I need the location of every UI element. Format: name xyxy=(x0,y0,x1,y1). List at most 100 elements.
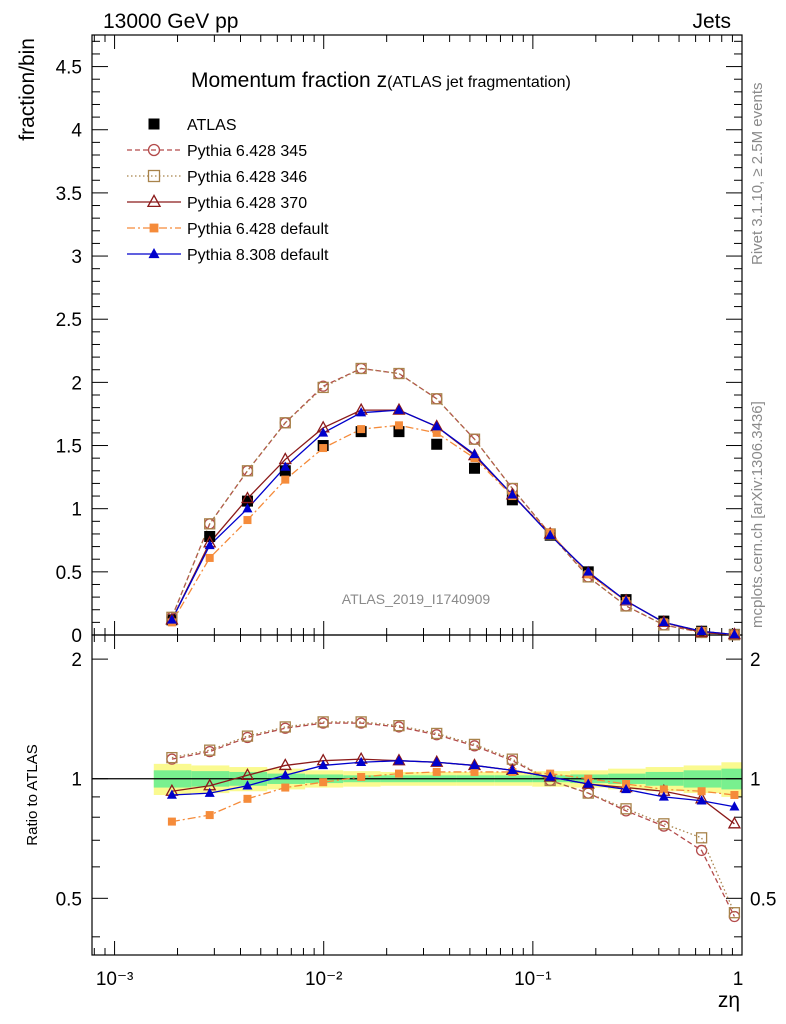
pythia-8-default-point xyxy=(658,791,669,801)
ratio-y-axis-label: Ratio to ATLAS xyxy=(24,744,41,845)
ratio-series-line xyxy=(171,722,736,917)
pythia-346-point xyxy=(279,417,291,429)
header-right: Jets xyxy=(692,10,731,33)
pythia-370-point xyxy=(240,767,255,780)
legend-label: Pythia 6.428 346 xyxy=(187,169,307,186)
y-tick-label: 4.5 xyxy=(56,58,82,79)
pythia-346-point xyxy=(241,730,254,742)
pythia-345-point xyxy=(147,143,161,157)
pythia-6-default-point xyxy=(394,769,403,778)
atlas-point xyxy=(393,426,405,438)
pythia-8-default-point xyxy=(393,755,404,765)
pythia-8-default-point xyxy=(318,759,329,770)
pythia-6-default-point xyxy=(205,553,214,562)
ratio-tick-label-left: 2 xyxy=(71,650,82,671)
pythia-8-default-point xyxy=(696,795,707,805)
pythia-8-default-point xyxy=(507,489,518,499)
y-tick-label: 0 xyxy=(71,626,82,647)
x-tick-label: 10⁻¹ xyxy=(514,969,552,990)
series-line xyxy=(171,367,735,636)
pythia-8-default-point xyxy=(621,595,632,605)
pythia-6-default-point xyxy=(357,425,366,434)
pythia-8-default-point xyxy=(148,247,160,259)
pythia-6-default-point xyxy=(470,454,479,463)
pythia-6-default-point xyxy=(470,767,479,776)
pythia-346-point xyxy=(695,832,708,844)
ratio-tick-label-right: 1 xyxy=(750,770,761,791)
pythia-346-point xyxy=(620,803,632,815)
pythia-8-default-point xyxy=(166,789,177,799)
y-tick-label: 1 xyxy=(71,500,82,521)
atlas-point xyxy=(431,438,443,450)
series-line xyxy=(171,409,735,636)
pythia-6-default-point xyxy=(319,778,328,787)
legend: ATLAS Pythia 6.428 345 Pythia 6.428 346 Pyt… xyxy=(127,117,329,264)
pythia-370-point xyxy=(392,753,406,766)
axes-frame xyxy=(91,34,743,956)
ratio-panel-frame xyxy=(91,634,743,956)
chart-title-main: Momentum fraction z xyxy=(191,69,387,92)
legend-label: Pythia 6.428 345 xyxy=(187,143,307,160)
pythia-6-default-point xyxy=(281,475,290,484)
pythia-6-default-point xyxy=(319,444,328,453)
pythia-6-default-point xyxy=(357,772,366,781)
pythia-8-default-point xyxy=(583,778,594,788)
pythia-6-default-point xyxy=(730,790,739,799)
atlas-point xyxy=(241,495,253,507)
tick-labels: 10⁻³ 10⁻² 10⁻¹ 1 0 0.5 1 1.5 2 2.5 3 3.5 4 4.5 0.5 0.5 1… xyxy=(56,58,777,990)
analysis-watermark: ATLAS_2019_I1740909 xyxy=(342,591,491,607)
pythia-6-default-point xyxy=(243,516,252,525)
pythia-370-point xyxy=(430,754,444,767)
pythia-8-default-point xyxy=(431,756,442,767)
pythia-8-default-point xyxy=(431,421,442,431)
y-axis-label: fraction/bin xyxy=(16,38,39,141)
pythia-346-point xyxy=(317,716,329,728)
pythia-8-default-point xyxy=(280,461,291,471)
pythia-346-point xyxy=(431,393,443,405)
atlas-point xyxy=(279,465,291,477)
ratio-series-line xyxy=(171,771,735,823)
pythia-346-point xyxy=(393,367,405,380)
pythia-346-point xyxy=(658,818,670,830)
chart-title: Momentum fraction z(ATLAS jet fragmentat… xyxy=(191,69,571,92)
pythia-8-default-point xyxy=(393,404,404,414)
pythia-346-point xyxy=(204,518,216,530)
pythia-6-default-point xyxy=(659,785,668,794)
pythia-346-point xyxy=(204,744,216,756)
pythia-346-point xyxy=(241,465,254,477)
main-series xyxy=(165,362,742,641)
y-tick-label: 3 xyxy=(71,247,82,268)
pythia-346-point xyxy=(393,720,405,732)
x-tick-label: 1 xyxy=(733,969,744,990)
y-tick-label: 3.5 xyxy=(56,184,82,205)
pythia-8-default-point xyxy=(356,407,367,417)
pythia-6-default-point xyxy=(205,811,214,820)
pythia-345-point xyxy=(241,465,254,477)
pythia-8-default-point xyxy=(621,783,632,794)
pythia-8-default-point xyxy=(545,529,556,539)
pythia-8-default-point xyxy=(318,427,329,437)
ratio-tick-label-left: 1 xyxy=(71,770,82,791)
pythia-8-default-point xyxy=(729,628,740,639)
atlas-point xyxy=(148,118,160,130)
pythia-6-default-point xyxy=(432,428,441,437)
x-tick-label: 10⁻² xyxy=(305,969,343,990)
y-tick-label: 4 xyxy=(71,121,82,142)
pythia-8-default-point xyxy=(469,759,480,770)
y-tick-label: 2 xyxy=(71,373,82,394)
pythia-346-point xyxy=(355,362,367,375)
pythia-6-default-point xyxy=(281,783,290,792)
ratio-series-line xyxy=(171,760,735,808)
ratio-tick-label-left: 0.5 xyxy=(56,889,82,910)
pythia-8-default-point xyxy=(242,780,253,790)
ratio-tick-label-right: 0.5 xyxy=(750,889,776,910)
pythia-8-default-point xyxy=(242,503,253,513)
pythia-346-point xyxy=(279,721,291,733)
pythia-370-point xyxy=(278,758,292,771)
pythia-346-point xyxy=(728,907,741,919)
pythia-6-default-point xyxy=(432,767,441,776)
pythia-370-point xyxy=(727,816,742,829)
pythia-8-default-point xyxy=(469,448,480,459)
mcplots-label: mcplots.cern.ch [arXiv:1306.3436] xyxy=(749,401,766,628)
